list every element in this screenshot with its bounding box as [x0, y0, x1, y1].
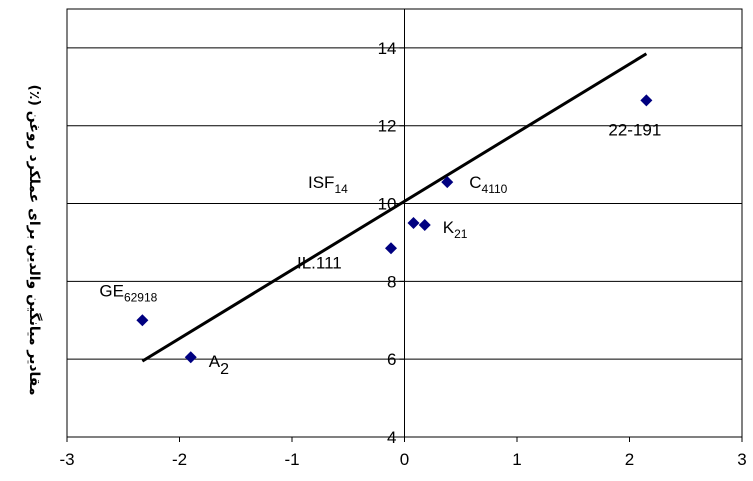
x-tick-label: -2	[172, 450, 187, 469]
point-label-2: IL.111	[297, 253, 342, 272]
data-point-2	[385, 242, 397, 255]
regression-line	[141, 52, 648, 363]
point-label-4: K21	[443, 218, 468, 241]
y-tick-label: 6	[387, 350, 396, 369]
data-point-5	[441, 176, 454, 189]
data-point-4	[418, 218, 431, 231]
point-label-0: GE62918	[99, 281, 157, 304]
axes	[66, 9, 743, 442]
point-label-5: C4110	[469, 173, 507, 196]
point-label-1: A2	[209, 352, 229, 378]
data-points	[136, 94, 653, 364]
data-point-6	[640, 94, 653, 107]
x-tick-label: 0	[400, 450, 409, 469]
y-tick-label: 14	[378, 39, 397, 58]
x-tick-label: 1	[512, 450, 521, 469]
data-point-1	[184, 351, 197, 364]
x-tick-label: 2	[625, 450, 634, 469]
point-label-6: 22-191	[608, 120, 661, 139]
x-tick-label: -1	[284, 450, 299, 469]
x-tick-label: -3	[59, 450, 74, 469]
regression-line-path	[141, 52, 648, 363]
y-tick-label: 4	[387, 428, 396, 447]
y-axis-label: مقادیر میانگین والدین برای عملکرد روغن (…	[26, 84, 43, 395]
free-label-0: ISF14	[308, 173, 348, 196]
y-tick-label: 8	[387, 272, 396, 291]
y-tick-label: 12	[378, 117, 397, 136]
data-point-3	[407, 217, 420, 229]
data-point-0	[136, 314, 149, 327]
x-tick-label: 3	[737, 450, 746, 469]
